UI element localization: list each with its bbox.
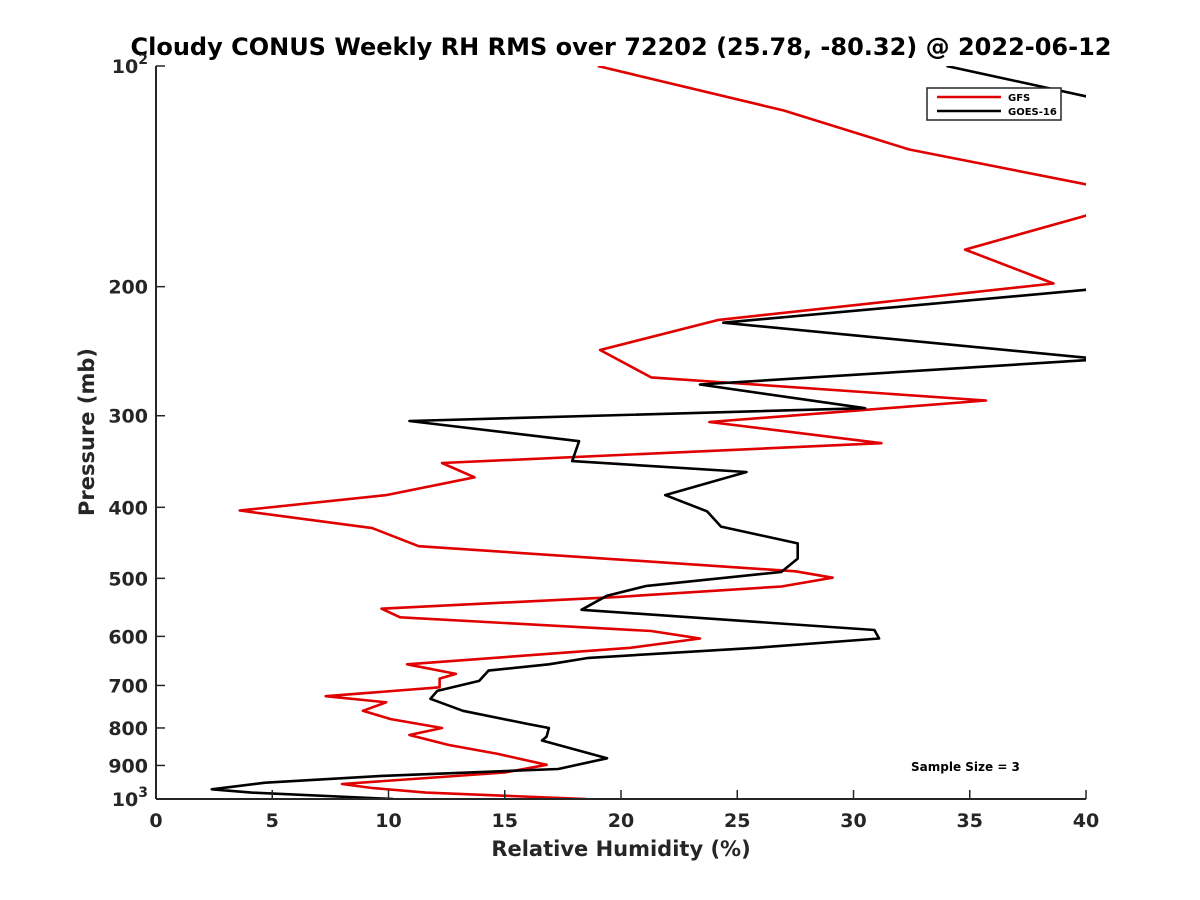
sample-size-annotation: Sample Size = 3 xyxy=(911,760,1020,774)
legend-label-goes16: GOES-16 xyxy=(1008,107,1057,118)
axes xyxy=(155,66,1086,800)
legend: GFS GOES-16 xyxy=(926,87,1062,121)
y-tick-label: 200 xyxy=(108,277,148,299)
y-tick-label: 103 xyxy=(112,785,148,811)
y-tick-label: 400 xyxy=(108,497,148,519)
y-tick-label: 700 xyxy=(108,675,148,697)
series-line-gfs xyxy=(238,66,1086,799)
y-tick-label: 300 xyxy=(108,406,148,428)
x-tick-label: 40 xyxy=(1073,810,1099,832)
x-tick-label: 5 xyxy=(266,810,279,832)
chart-title: Cloudy CONUS Weekly RH RMS over 72202 (2… xyxy=(131,33,1112,61)
x-tick-label: 35 xyxy=(957,810,983,832)
x-tick-label: 20 xyxy=(608,810,634,832)
x-tick-label: 15 xyxy=(492,810,518,832)
legend-label-gfs: GFS xyxy=(1008,93,1030,104)
x-tick-layer: 0 5 10 15 20 25 30 35 40 xyxy=(149,790,1099,832)
y-tick-label: 600 xyxy=(108,626,148,648)
y-tick-label: 102 xyxy=(112,52,148,78)
x-tick-label: 25 xyxy=(724,810,750,832)
x-tick-label: 0 xyxy=(149,810,162,832)
y-axis-label: Pressure (mb) xyxy=(75,348,99,516)
x-axis-label: Relative Humidity (%) xyxy=(491,837,750,861)
y-tick-label: 500 xyxy=(108,568,148,590)
y-tick-layer: 102 200 300 400 500 600 700 800 900 103 xyxy=(108,52,165,811)
y-tick-label: 900 xyxy=(108,755,148,777)
y-tick-label: 800 xyxy=(108,718,148,740)
series-layer xyxy=(210,66,1086,799)
series-line-goes16 xyxy=(210,66,1086,799)
x-tick-label: 10 xyxy=(375,810,401,832)
x-tick-label: 30 xyxy=(840,810,866,832)
legend-box xyxy=(926,87,1062,121)
